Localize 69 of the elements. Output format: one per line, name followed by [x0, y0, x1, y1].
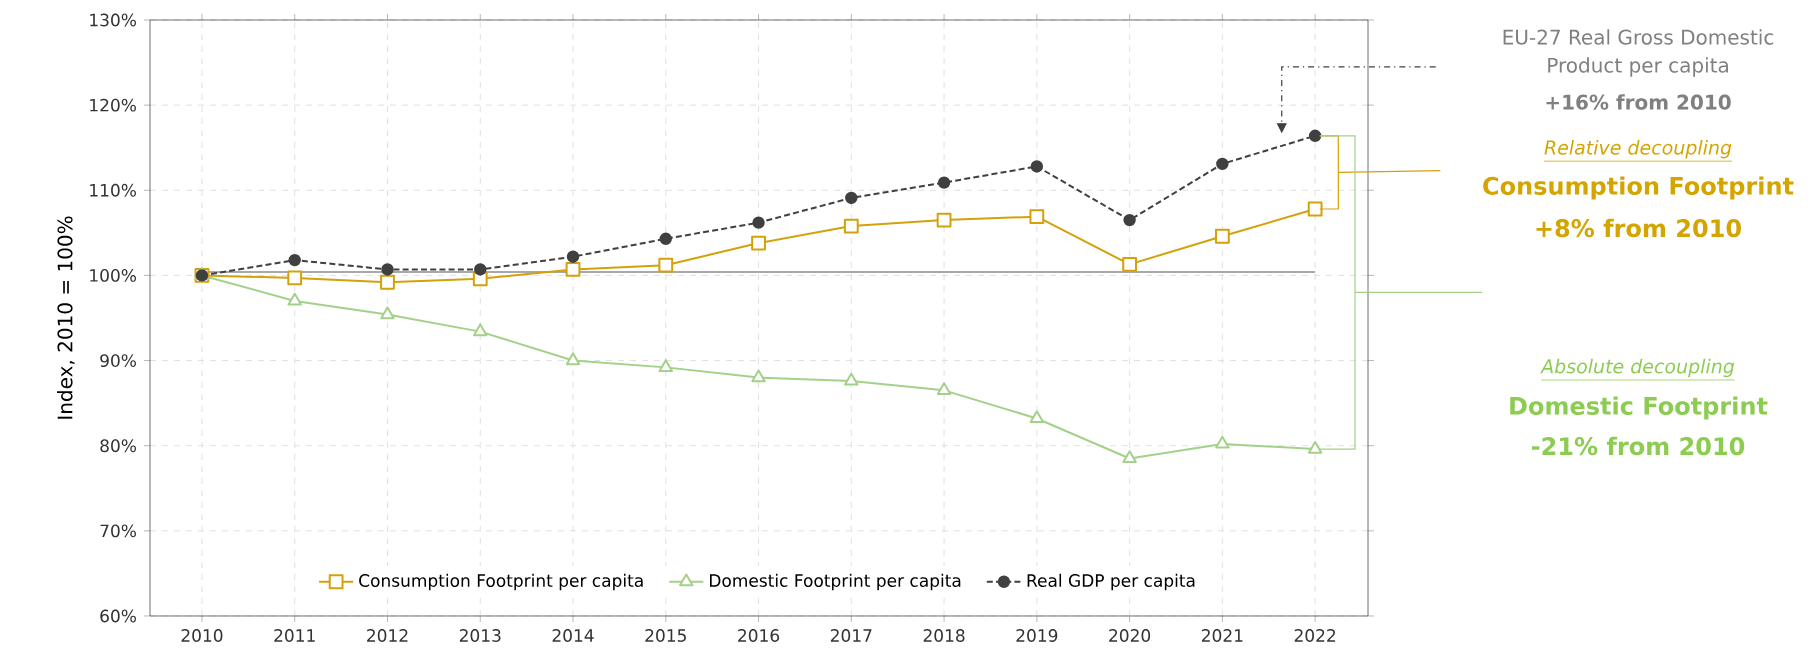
x-tick-label: 2019 [1016, 629, 1058, 642]
x-tick-label: 2011 [274, 629, 315, 642]
point [937, 176, 951, 189]
point [1122, 256, 1138, 272]
point [473, 323, 488, 337]
point [843, 218, 859, 234]
point [287, 292, 302, 306]
x-tick-label: 2016 [738, 629, 780, 642]
point [287, 270, 303, 286]
point [1307, 440, 1323, 454]
point [751, 369, 766, 383]
legend-label: Domestic Footprint per capita [709, 573, 961, 591]
point [1215, 435, 1230, 449]
x-tick-label: 2012 [367, 629, 408, 642]
point [1216, 157, 1229, 171]
point [565, 262, 581, 277]
text: Relative decoupling [1544, 140, 1732, 159]
y-tick-label: 90% [100, 354, 136, 367]
point [751, 235, 766, 251]
legend-label: Consumption Footprint per capita [359, 573, 643, 591]
point [1122, 450, 1137, 464]
y-tick-label: 100% [90, 269, 136, 282]
point [1029, 410, 1045, 424]
x-tick-label: 2021 [1201, 629, 1243, 642]
point [1030, 160, 1044, 173]
point [658, 359, 674, 372]
x-tick-label: 2017 [830, 629, 872, 642]
x-tick-label: 2020 [1109, 629, 1151, 642]
legend-label: Real GDP per capita [1027, 573, 1195, 591]
point [1214, 228, 1230, 244]
y-tick-label: 120% [90, 98, 136, 112]
point [380, 274, 395, 290]
point [1123, 213, 1136, 227]
text: -21% from 2010 [1531, 436, 1745, 456]
point [566, 250, 580, 263]
text: +8% from 2010 [1536, 218, 1741, 238]
x-tick-label: 2022 [1294, 629, 1336, 642]
text: EU-27 Real Gross Domestic [1503, 29, 1774, 45]
text: Domestic Footprint [1510, 396, 1768, 420]
point [474, 263, 487, 276]
point [381, 263, 394, 276]
point [936, 382, 952, 395]
text: Consumption Footprint [1483, 176, 1794, 200]
point [844, 372, 859, 386]
y-tick-label: 130% [90, 13, 136, 27]
point [659, 232, 672, 246]
point [752, 216, 765, 229]
point [1029, 209, 1045, 225]
y-tick-label: 60% [100, 609, 136, 623]
point [1307, 201, 1323, 217]
y-tick-label: 110% [90, 183, 136, 197]
y-tick-label: 80% [100, 439, 136, 453]
point [658, 257, 674, 273]
point [565, 352, 581, 366]
x-tick-label: 2018 [923, 629, 965, 642]
point [936, 212, 952, 228]
y-tick-label: 70% [100, 524, 136, 538]
point [288, 253, 301, 267]
text: Product per capita [1548, 57, 1728, 77]
x-tick-label: 2013 [459, 629, 501, 642]
x-tick-label: 2010 [181, 629, 223, 642]
text: Absolute decoupling [1540, 358, 1735, 378]
text: +16% from 2010 [1546, 94, 1731, 110]
point [845, 191, 858, 205]
point [1308, 129, 1322, 142]
y-axis-title: Index, 2010 = 100% [57, 216, 75, 419]
x-tick-label: 2014 [552, 629, 594, 642]
point [380, 306, 395, 320]
x-tick-label: 2015 [645, 629, 686, 642]
